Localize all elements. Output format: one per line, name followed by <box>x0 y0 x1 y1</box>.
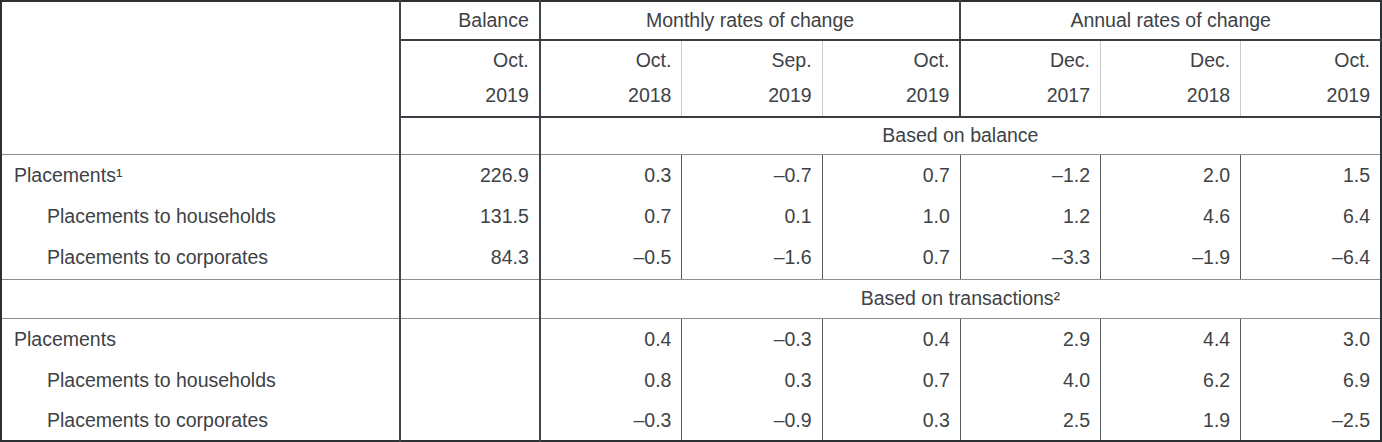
annual-period-header: Dec. 2018 <box>1101 40 1241 116</box>
annual-period-header: Oct. 2019 <box>1241 40 1381 116</box>
rate-value: 4.4 <box>1101 318 1241 359</box>
balance-period-header: Oct. 2019 <box>400 40 540 116</box>
rate-value: 6.9 <box>1241 360 1381 401</box>
monthly-period-header: Oct. 2018 <box>540 40 682 116</box>
row-label: Placements¹ <box>1 155 400 196</box>
rate-value: 2.5 <box>960 401 1100 441</box>
rate-value: 1.2 <box>960 196 1100 237</box>
rate-value: 1.0 <box>822 196 960 237</box>
rate-value: –0.3 <box>540 401 682 441</box>
rate-value: 1.5 <box>1241 155 1381 196</box>
rate-value: 0.3 <box>682 360 822 401</box>
rate-value: –0.7 <box>682 155 822 196</box>
balance-value <box>400 318 540 359</box>
row-label: Placements to corporates <box>1 401 400 441</box>
rate-value: 4.0 <box>960 360 1100 401</box>
rate-value: 0.4 <box>540 318 682 359</box>
table-row: Placements to corporates –0.3 –0.9 0.3 2… <box>1 401 1381 441</box>
monthly-period-header: Oct. 2019 <box>822 40 960 116</box>
rate-value: –0.3 <box>682 318 822 359</box>
balance-value: 131.5 <box>400 196 540 237</box>
monthly-period-header: Sep. 2019 <box>682 40 822 116</box>
table-row: Placements to corporates 84.3 –0.5 –1.6 … <box>1 237 1381 279</box>
rate-value: 0.3 <box>822 401 960 441</box>
empty-balance-cell <box>400 117 540 155</box>
rate-value: –6.4 <box>1241 237 1381 279</box>
row-label: Placements to households <box>1 360 400 401</box>
row-label: Placements to households <box>1 196 400 237</box>
rate-value: 0.7 <box>822 360 960 401</box>
empty-balance-cell <box>400 279 540 318</box>
empty-label-cell <box>1 279 400 318</box>
section-title-balance: Based on balance <box>540 117 1381 155</box>
rate-value: 3.0 <box>1241 318 1381 359</box>
annual-period-header: Dec. 2017 <box>960 40 1100 116</box>
row-label: Placements to corporates <box>1 237 400 279</box>
corner-cell <box>1 1 400 155</box>
rate-value: –2.5 <box>1241 401 1381 441</box>
rate-value: 0.7 <box>822 155 960 196</box>
rate-value: –1.9 <box>1101 237 1241 279</box>
rate-value: –0.9 <box>682 401 822 441</box>
rate-value: 0.1 <box>682 196 822 237</box>
rate-value: 2.9 <box>960 318 1100 359</box>
rate-value: 6.4 <box>1241 196 1381 237</box>
rate-value: –3.3 <box>960 237 1100 279</box>
table-row: Placements 0.4 –0.3 0.4 2.9 4.4 3.0 <box>1 318 1381 359</box>
rate-value: –1.2 <box>960 155 1100 196</box>
rate-value: 0.3 <box>540 155 682 196</box>
monthly-group-header: Monthly rates of change <box>540 1 961 40</box>
balance-value: 226.9 <box>400 155 540 196</box>
table-row: Placements to households 131.5 0.7 0.1 1… <box>1 196 1381 237</box>
annual-group-header: Annual rates of change <box>960 1 1381 40</box>
header-row-groups: Balance Monthly rates of change Annual r… <box>1 1 1381 40</box>
balance-value <box>400 401 540 441</box>
table-row: Placements to households 0.8 0.3 0.7 4.0… <box>1 360 1381 401</box>
balance-value: 84.3 <box>400 237 540 279</box>
section-title-transactions: Based on transactions² <box>540 279 1381 318</box>
rate-value: 0.7 <box>822 237 960 279</box>
rate-value: 0.7 <box>540 196 682 237</box>
balance-value <box>400 360 540 401</box>
table-row: Placements¹ 226.9 0.3 –0.7 0.7 –1.2 2.0 … <box>1 155 1381 196</box>
rate-value: 1.9 <box>1101 401 1241 441</box>
row-label: Placements <box>1 318 400 359</box>
rate-value: –0.5 <box>540 237 682 279</box>
rate-value: 6.2 <box>1101 360 1241 401</box>
rate-value: –1.6 <box>682 237 822 279</box>
rate-value: 0.4 <box>822 318 960 359</box>
rate-value: 2.0 <box>1101 155 1241 196</box>
section-band-row: Based on transactions² <box>1 279 1381 318</box>
rate-value: 4.6 <box>1101 196 1241 237</box>
placements-rates-table: Balance Monthly rates of change Annual r… <box>0 0 1382 442</box>
rate-value: 0.8 <box>540 360 682 401</box>
balance-column-header: Balance <box>400 1 540 40</box>
